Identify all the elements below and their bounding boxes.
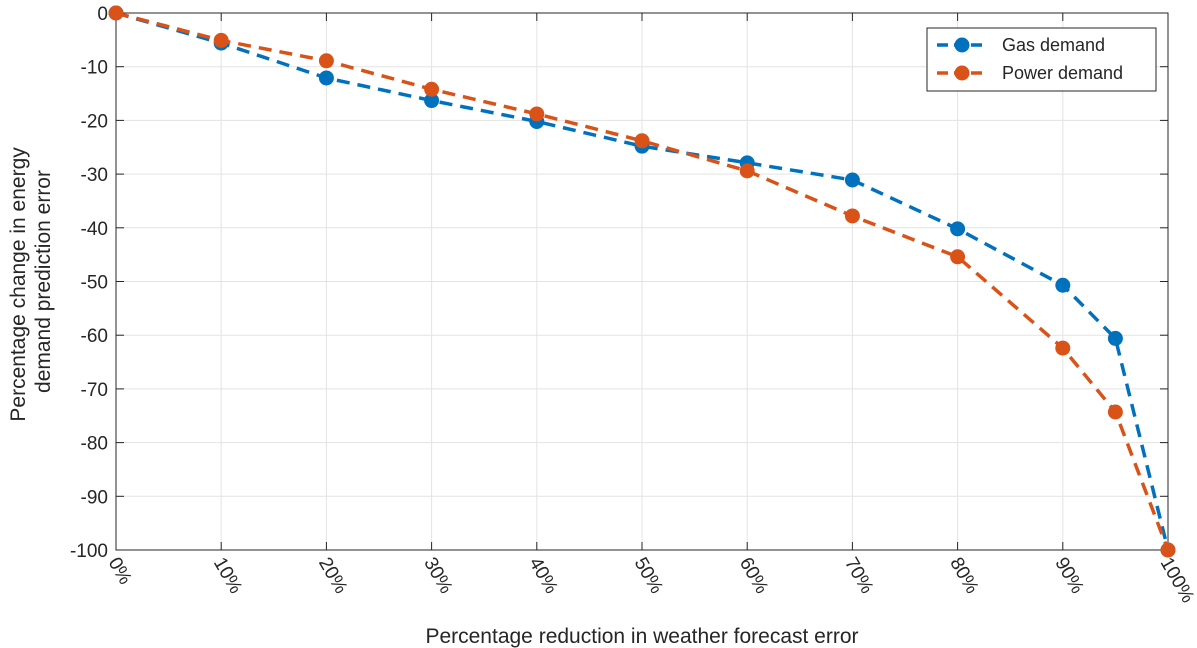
- y-tick-label: 0: [97, 4, 108, 25]
- x-tick-label: 40%: [524, 554, 561, 598]
- x-tick-label: 60%: [735, 554, 772, 598]
- series-line: [115, 11, 1170, 551]
- data-point: [1055, 340, 1071, 356]
- x-tick-label: 90%: [1050, 554, 1087, 598]
- y-tick-label: -20: [81, 111, 108, 132]
- data-point: [424, 81, 440, 97]
- x-tick-label: 70%: [840, 554, 877, 598]
- x-tick-label: 80%: [945, 554, 982, 598]
- data-point: [108, 5, 124, 21]
- y-tick-label: -30: [81, 165, 108, 186]
- x-tick-label: 10%: [209, 554, 246, 598]
- x-axis-title: Percentage reduction in weather forecast…: [425, 625, 858, 648]
- data-point: [213, 32, 229, 48]
- legend-box: [926, 27, 1157, 92]
- x-tick-label: 100%: [1156, 554, 1197, 607]
- legend: Gas demand Power demand: [926, 27, 1157, 92]
- x-tick-label: 0%: [104, 554, 136, 588]
- data-point: [318, 53, 334, 69]
- data-point: [424, 93, 440, 109]
- y-tick-label: -50: [81, 273, 108, 294]
- y-axis-title-line-1: Percentage change in energy: [7, 147, 30, 422]
- legend-swatch-marker: [954, 37, 970, 53]
- data-point: [634, 133, 650, 149]
- x-axis-ticks: 0% 10% 20% 30% 40% 50% 60% 70% 80% 90% 100%: [104, 13, 1197, 607]
- data-point: [1055, 277, 1071, 293]
- grid: [115, 12, 1169, 551]
- y-axis-title: Percentage change in energy demand predi…: [7, 141, 55, 421]
- data-point: [1107, 330, 1123, 346]
- data-point: [1107, 404, 1123, 420]
- data-point: [844, 208, 860, 224]
- y-axis-ticks: 0 -10 -20 -30 -40 -50 -60 -70 -80 -90 -100: [70, 4, 1168, 562]
- y-tick-label: -70: [81, 380, 108, 401]
- y-tick-label: -40: [81, 219, 108, 240]
- data-point: [844, 172, 860, 188]
- x-tick-label: 20%: [314, 554, 351, 598]
- series: [108, 5, 1176, 558]
- data-point: [950, 221, 966, 237]
- data-point: [529, 106, 545, 122]
- data-point: [739, 163, 755, 179]
- y-tick-label: -10: [81, 58, 108, 79]
- legend-item: Gas demand: [937, 35, 1105, 55]
- y-tick-label: -80: [81, 434, 108, 455]
- legend-label: Gas demand: [1002, 35, 1105, 55]
- y-axis-title-line-2: demand prediction error: [32, 170, 55, 393]
- y-tick-label: -60: [81, 326, 108, 347]
- x-tick-label: 30%: [419, 554, 456, 598]
- series-power-demand: [108, 5, 1176, 558]
- data-point: [318, 70, 334, 86]
- legend-item: Power demand: [937, 63, 1123, 83]
- legend-swatch-marker: [954, 65, 970, 81]
- data-point: [950, 249, 966, 265]
- legend-label: Power demand: [1002, 63, 1123, 83]
- data-point: [1160, 542, 1176, 558]
- y-tick-label: -100: [70, 541, 108, 562]
- x-tick-label: 50%: [630, 554, 667, 598]
- y-tick-label: -90: [81, 487, 108, 508]
